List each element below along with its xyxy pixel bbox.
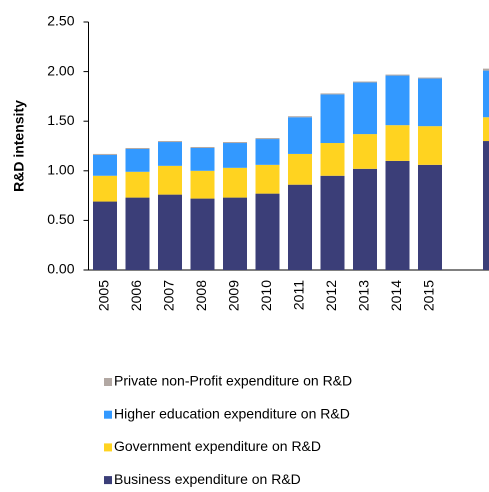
x-tick-label: 2012 [323, 280, 339, 311]
bar-segment [93, 154, 117, 176]
bar-segment [190, 147, 215, 171]
bar-segment [418, 126, 442, 165]
bar-segment [385, 74, 410, 76]
bar-segment [158, 141, 182, 143]
x-tick-label: 2014 [388, 280, 404, 311]
y-tick-label: 2.00 [47, 62, 74, 78]
bar-segment [353, 82, 377, 135]
x-tick-label: 2007 [161, 280, 177, 311]
bar-segment [483, 68, 489, 71]
bar-segment [418, 77, 442, 79]
bar-segment [190, 170, 215, 199]
x-tick-label: 2008 [193, 280, 209, 311]
bar-segment [418, 78, 442, 127]
x-tick-label: 2009 [226, 280, 242, 311]
y-tick-label: 1.00 [47, 162, 74, 178]
legend-swatch [104, 410, 112, 419]
bar-segment [353, 134, 377, 169]
x-tick-label: 2010 [258, 280, 274, 311]
y-tick-label: 2.50 [47, 13, 74, 29]
bar-segment [255, 164, 280, 194]
bar-segment [255, 138, 280, 140]
x-tick-label: 2005 [96, 280, 112, 311]
x-tick-label: 2015 [421, 280, 437, 311]
bar-segment [320, 94, 345, 144]
bar-segment [483, 70, 489, 118]
legend-swatch [104, 378, 112, 386]
bar-segment [223, 142, 247, 144]
bar-segment [255, 139, 280, 165]
bar-segment [385, 160, 410, 270]
bar-segment [125, 197, 150, 270]
y-tick-label: 1.50 [47, 112, 74, 128]
y-axis-label: R&D intensity [11, 100, 27, 192]
legend-label: Higher education expenditure on R&D [114, 405, 350, 421]
bar-segment [255, 193, 280, 270]
bar-segment [353, 168, 377, 270]
bar-segment [125, 171, 150, 198]
x-tick-label: 2011 [291, 280, 307, 310]
bar-segment [158, 194, 182, 270]
bar-segment [158, 165, 182, 195]
bar-segment [418, 164, 442, 270]
bar-segment [93, 175, 117, 202]
bar-segment [483, 141, 489, 270]
y-tick-label: 0.50 [47, 211, 74, 227]
y-tick-label: 0.00 [47, 261, 74, 277]
bar-segment [288, 153, 312, 185]
bar-segment [320, 93, 345, 95]
bar-segment [353, 81, 377, 83]
bar-segment [93, 201, 117, 270]
bar-segment [223, 143, 247, 168]
bar-segment [223, 167, 247, 198]
x-tick-label: 2013 [356, 280, 372, 311]
legend-label: Private non-Profit expenditure on R&D [114, 373, 352, 389]
x-tick-label: EU 2015 [486, 280, 489, 335]
bar-segment [125, 147, 150, 149]
bar-segment [125, 148, 150, 172]
legend-label: Government expenditure on R&D [114, 438, 321, 454]
bar-segment [190, 146, 215, 148]
legend-swatch [104, 443, 112, 452]
bar-segment [223, 197, 247, 270]
bar-segment [158, 142, 182, 166]
bar-segment [320, 143, 345, 176]
bar-segment [483, 117, 489, 142]
x-tick-label: 2006 [128, 280, 144, 311]
bar-segment [385, 125, 410, 161]
bar-segment [288, 184, 312, 270]
legend-swatch [104, 476, 112, 485]
legend-label: Business expenditure on R&D [114, 471, 301, 487]
bar-segment [93, 153, 117, 155]
bar-segment [288, 117, 312, 154]
bar-segment [288, 116, 312, 118]
bar-segment [385, 75, 410, 126]
bar-segment [320, 175, 345, 270]
bar-segment [190, 198, 215, 270]
